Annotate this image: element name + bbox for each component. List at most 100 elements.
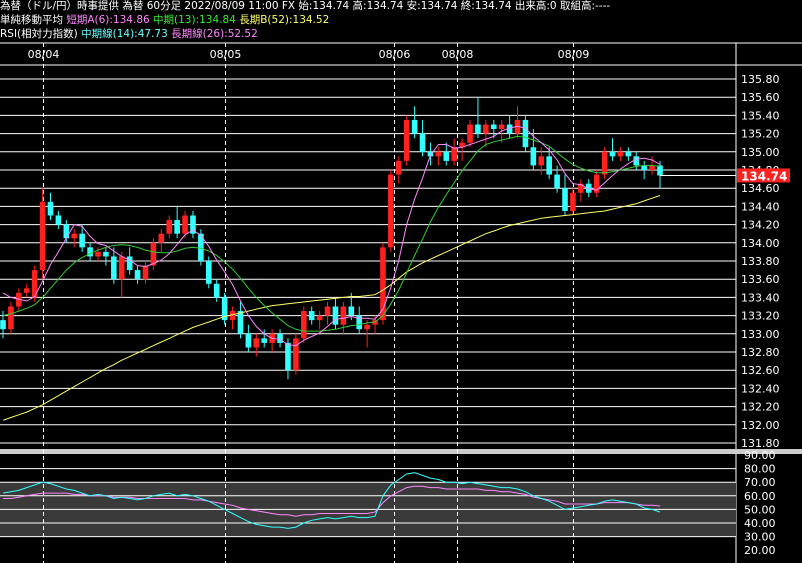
price-tick-label: 135.60 (741, 91, 780, 104)
ma-mid-line (2, 135, 661, 332)
candle-body (506, 124, 513, 134)
date-label: 08/06 (379, 48, 411, 61)
candle-body (459, 142, 465, 148)
price-tick-label: 135.00 (741, 146, 780, 159)
candle-body (427, 151, 434, 157)
candle-body (308, 311, 315, 321)
candle-body (554, 174, 560, 189)
price-tick-label: 132.00 (741, 419, 780, 432)
candle-body (221, 297, 228, 321)
ma-mid-legend: 中期(13):134.84 (153, 14, 236, 26)
candle-body (300, 311, 307, 339)
candle-body (411, 119, 418, 134)
candle-body (483, 124, 489, 134)
candle-body (0, 320, 6, 330)
candle-body (546, 156, 552, 175)
candle-body (166, 220, 173, 234)
price-tick-label: 132.80 (741, 346, 780, 359)
candle-body (364, 324, 370, 330)
price-tick-label: 134.00 (741, 237, 780, 250)
candle-body (198, 233, 204, 261)
candle-body (39, 201, 46, 271)
candle-body (134, 270, 141, 280)
candle-body (63, 224, 70, 239)
candle-body (190, 215, 196, 234)
rsi-mid-legend: 中期線(14):47.73 (81, 28, 168, 40)
candle-body (403, 119, 410, 161)
candle-body (562, 188, 568, 211)
candle-body (475, 124, 481, 134)
candle-body (47, 201, 54, 216)
candle-body (316, 315, 323, 321)
price-tick-label: 133.00 (741, 328, 780, 341)
rsi-tick-label: 70.00 (744, 476, 776, 489)
rsi-tick-label: 30.00 (744, 531, 776, 544)
candle-body (578, 183, 584, 193)
price-tick-label: 134.40 (741, 200, 780, 213)
price-tick-label: 132.40 (741, 382, 780, 395)
rsi-tick-label: 40.00 (744, 517, 776, 530)
ma-long-line (2, 195, 661, 421)
candle-body (490, 124, 497, 130)
candle-body (23, 288, 30, 293)
price-tick-label: 134.20 (741, 219, 780, 232)
candle-body (530, 147, 537, 166)
rsi-long-legend: 長期線(26):52.52 (171, 28, 258, 40)
candle-body (118, 256, 125, 280)
current-price-tag (737, 168, 790, 183)
candle-body (206, 261, 212, 284)
candle-body (467, 124, 473, 143)
candle-body (55, 215, 62, 225)
candle-body (324, 306, 331, 316)
candle-body (657, 165, 663, 176)
candle-body (641, 165, 647, 170)
ma-legend-label: 単純移動平均 (0, 14, 63, 26)
candle-body (380, 247, 386, 321)
candle-body (617, 151, 624, 157)
candle-body (111, 256, 117, 280)
date-label: 08/08 (442, 48, 474, 61)
candle-body (71, 233, 78, 239)
rsi-tick-label: 20.00 (744, 544, 776, 557)
candle-body (609, 151, 616, 157)
candle-body (633, 156, 640, 166)
chart-title: 為替（ドル/円）時事提供 為替 60分足 2022/08/09 11:00 FX… (0, 0, 611, 12)
candle-body (213, 283, 220, 298)
candle-body (348, 306, 355, 316)
price-tick-label: 133.80 (741, 255, 780, 268)
candle-body (261, 338, 268, 343)
candle-body (126, 256, 133, 271)
candle-body (277, 333, 283, 343)
candle-body (103, 251, 109, 257)
ma-short-legend: 短期A(6):134.86 (66, 14, 150, 26)
price-tick-label: 135.20 (741, 128, 780, 141)
candle-body (293, 338, 299, 371)
rsi-tick-label: 80.00 (744, 463, 776, 476)
rsi-legend: RSI(相対力指数) 中期線(14):47.73 長期線(26):52.52 (0, 28, 258, 41)
candle-body (649, 165, 655, 170)
candle-body (451, 147, 457, 161)
price-tick-label: 135.40 (741, 109, 780, 122)
candle-body (625, 151, 632, 157)
candle-body (182, 215, 188, 234)
candle-body (95, 251, 101, 257)
rsi-long-line (3, 485, 661, 517)
ma-legend: 単純移動平均 短期A(6):134.86 中期(13):134.84 長期B(5… (0, 14, 329, 27)
price-tick-label: 132.60 (741, 364, 780, 377)
candle-body (435, 151, 442, 157)
rsi-mid-line (2, 472, 661, 529)
candle-body (395, 160, 402, 175)
price-tick-label: 135.80 (741, 73, 780, 86)
candle-body (229, 311, 236, 321)
price-tick-label: 133.60 (741, 273, 780, 286)
candle-body (340, 306, 347, 325)
candle-body (174, 220, 180, 234)
ma-long-legend: 長期B(52):134.52 (239, 14, 330, 26)
price-tick-label: 134.60 (741, 182, 780, 195)
candle-body (79, 233, 85, 248)
price-tick-label: 131.80 (741, 437, 780, 450)
price-tick-label: 132.20 (741, 401, 780, 414)
current-price-label: 134.74 (741, 169, 787, 183)
